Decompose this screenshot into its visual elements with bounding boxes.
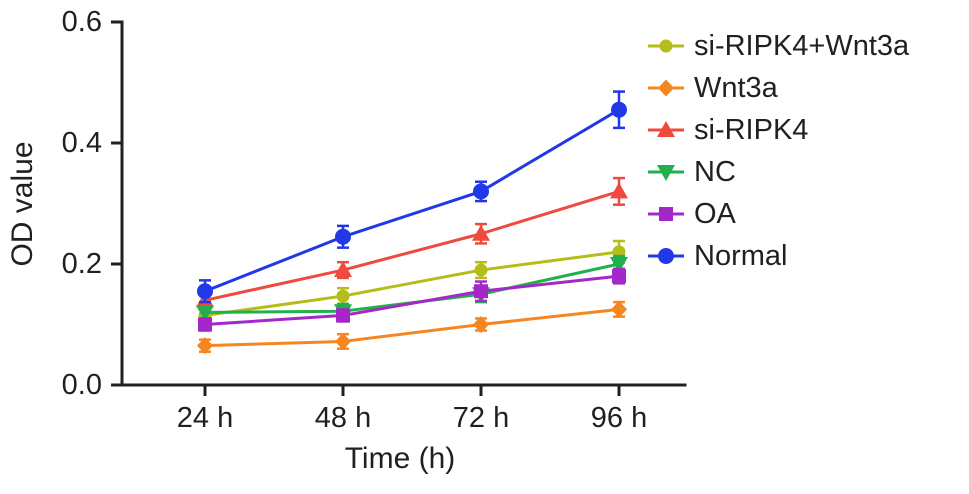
- data-point-marker: [610, 257, 628, 273]
- series-line: [203, 189, 621, 302]
- data-point-marker: [474, 263, 488, 277]
- legend-label: si-RIPK4+Wnt3a: [694, 30, 910, 62]
- data-point-marker: [334, 261, 352, 278]
- data-point-marker: [611, 300, 627, 318]
- data-point-marker: [335, 332, 351, 350]
- legend: si-RIPK4+Wnt3a Wnt3a si-RIPK4 NC OA Normal: [648, 30, 910, 272]
- x-axis-title: Time (h): [345, 442, 456, 475]
- y-tick-label: 0.0: [62, 369, 102, 401]
- x-tick-label: 48 h: [315, 402, 371, 434]
- y-tick-label: 0.2: [62, 248, 102, 280]
- legend-item: Wnt3a: [648, 72, 779, 104]
- data-point-marker: [610, 182, 628, 199]
- data-point-marker: [658, 248, 674, 264]
- data-point-marker: [473, 316, 489, 333]
- data-point-marker: [657, 121, 675, 137]
- series-wnt3a: [197, 300, 627, 355]
- series-oa: [198, 267, 626, 332]
- series-line: [203, 307, 621, 348]
- y-axis-title: OD value: [6, 141, 39, 266]
- data-point-marker: [659, 207, 673, 221]
- series-line: [203, 250, 621, 317]
- y-tick-label: 0.6: [62, 6, 102, 38]
- series-normal: [197, 90, 627, 304]
- legend-item: NC: [648, 156, 736, 188]
- data-point-marker: [197, 283, 213, 300]
- x-tick-label: 96 h: [591, 402, 647, 434]
- legend-label: NC: [694, 156, 736, 188]
- chart-content: 0.0 0.2 0.4 0.6 24 h 48 h 72 h 96 h si-RIPK4+Wnt…: [62, 6, 910, 434]
- data-point-marker: [611, 101, 627, 118]
- data-point-marker: [472, 224, 490, 241]
- data-point-marker: [657, 165, 675, 181]
- legend-item: si-RIPK4+Wnt3a: [648, 30, 910, 62]
- legend-label: Normal: [694, 240, 787, 272]
- data-point-marker: [335, 228, 351, 245]
- legend-label: Wnt3a: [694, 72, 779, 104]
- data-point-marker: [473, 183, 489, 200]
- x-tick-label: 72 h: [453, 402, 509, 434]
- data-point-marker: [658, 79, 674, 97]
- data-point-marker: [197, 337, 213, 355]
- legend-item: Normal: [648, 240, 787, 272]
- legend-item: si-RIPK4: [648, 114, 808, 146]
- data-point-marker: [196, 305, 214, 322]
- data-point-marker: [659, 39, 673, 53]
- data-point-marker: [198, 317, 212, 332]
- series-line: [203, 274, 621, 326]
- series-si-ripk4: [196, 176, 628, 311]
- x-tick-label: 24 h: [177, 402, 233, 434]
- data-point-marker: [336, 308, 350, 323]
- data-point-marker: [612, 269, 626, 284]
- y-tick-label: 0.4: [62, 127, 102, 159]
- data-point-marker: [474, 284, 488, 299]
- series-line: [203, 108, 621, 293]
- legend-label: OA: [694, 198, 737, 230]
- legend-item: OA: [648, 198, 737, 230]
- legend-label: si-RIPK4: [694, 114, 808, 146]
- data-point-marker: [336, 289, 350, 303]
